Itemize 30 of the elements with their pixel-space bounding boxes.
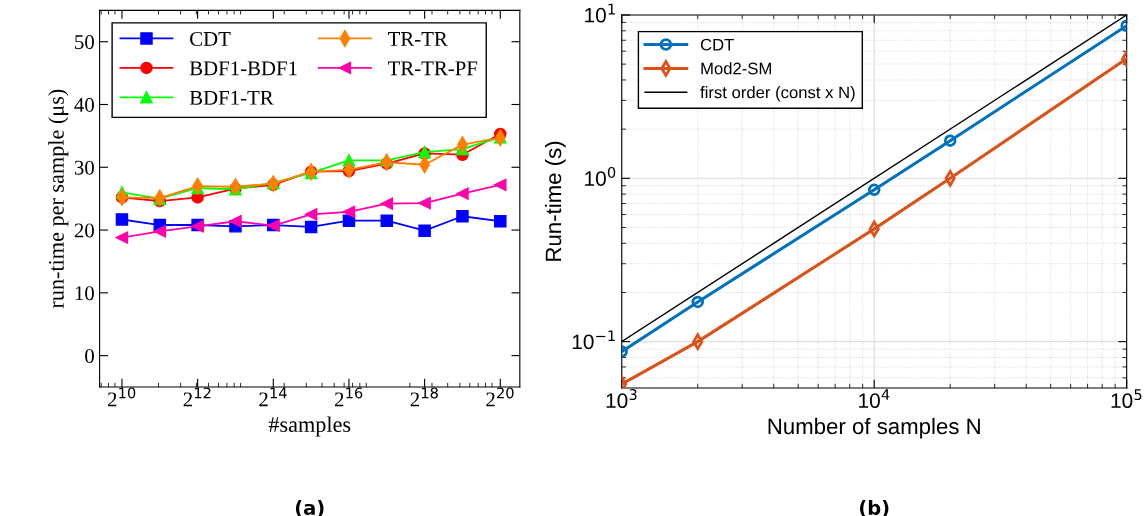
legend-label: first order (const x N) — [700, 86, 855, 102]
y-tick-label: 10$^{1}$ — [585, 3, 615, 23]
legend-label: Mod2-SM — [701, 62, 771, 75]
x-tick-label: 10$^{4}$ — [859, 389, 890, 409]
y-tick-label: 10 — [75, 286, 94, 301]
y-tick-label: 30 — [74, 160, 94, 175]
x-tick-label: 2$^{18}$ — [410, 387, 438, 407]
x-tick-label: 2$^{12}$ — [183, 387, 211, 407]
legend-label: TR-TR — [387, 32, 448, 46]
y-tick-label: 50 — [75, 35, 94, 50]
y-tick-label: 40 — [74, 97, 94, 112]
x-tick-label: 2$^{10}$ — [107, 387, 136, 407]
x-tick-label: 10$^{3}$ — [606, 389, 637, 409]
x-axis-title: Number of samples N — [768, 417, 980, 439]
y-tick-label: 0 — [85, 348, 94, 364]
legend-label: TR-TR-PF — [387, 61, 478, 76]
y-axis-title: Run-time (s) — [544, 141, 566, 261]
x-tick-label: 2$^{20}$ — [486, 387, 514, 407]
x-tick-label: 10$^{5}$ — [1111, 389, 1142, 409]
y-tick-label: 10$^{−1}$ — [572, 330, 615, 350]
x-axis-title: #samples — [268, 416, 351, 437]
y-axis-title: run-time per sample (μs) — [48, 89, 69, 309]
legend-label: BDF1-TR — [189, 90, 274, 105]
y-tick-label: 10$^{0}$ — [585, 166, 616, 186]
legend-label: CDT — [190, 31, 231, 46]
legend-label: CDT — [700, 38, 734, 51]
legend-label: BDF1-BDF1 — [189, 61, 297, 76]
y-tick-label: 20 — [74, 223, 94, 238]
x-tick-label: 2$^{16}$ — [334, 387, 363, 407]
x-tick-label: 2$^{14}$ — [259, 387, 287, 407]
